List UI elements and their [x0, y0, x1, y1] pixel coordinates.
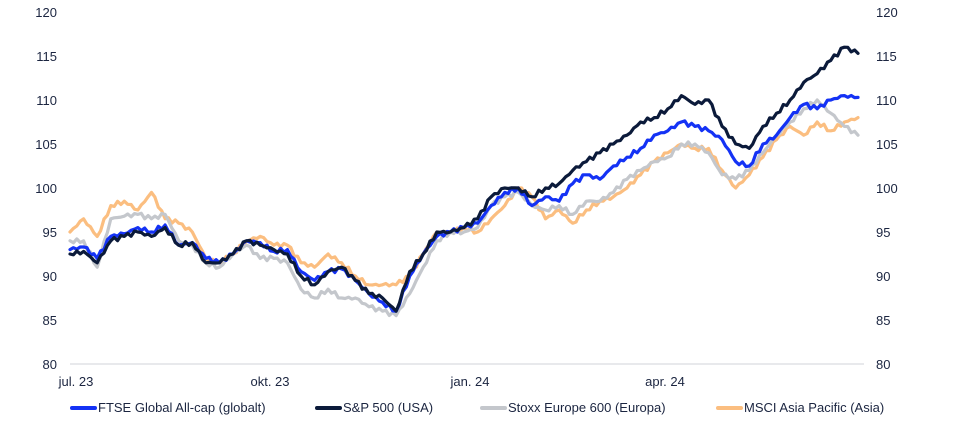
legend-swatch-msci — [716, 405, 743, 410]
legend-swatch-ftse — [70, 405, 97, 410]
series-line-s-p-500-usa — [68, 45, 860, 313]
series-line-stoxx-europe-600-europa — [68, 98, 860, 318]
legend-item-msci: MSCI Asia Pacific (Asia) — [716, 400, 884, 415]
left-y-axis: 80 85 90 95 100 105 110 115 120 — [35, 5, 57, 372]
y-tick-left-115: 115 — [36, 49, 57, 64]
x-tick-okt-23: okt. 23 — [250, 374, 289, 389]
legend-label-sp500: S&P 500 (USA) — [343, 400, 434, 415]
x-tick-jan-24: jan. 24 — [449, 374, 489, 389]
y-tick-right-85: 85 — [876, 313, 890, 328]
y-tick-left-95: 95 — [43, 225, 57, 240]
series-line-ftse-global-all-cap-globalt — [68, 93, 860, 313]
legend-item-sp500: S&P 500 (USA) — [315, 400, 433, 415]
y-tick-left-100: 100 — [35, 181, 57, 196]
y-tick-left-80: 80 — [43, 357, 57, 372]
y-tick-right-80: 80 — [876, 357, 890, 372]
x-tick-apr-24: apr. 24 — [645, 374, 685, 389]
legend-label-ftse: FTSE Global All-cap (globalt) — [98, 400, 266, 415]
y-tick-right-105: 105 — [876, 137, 898, 152]
legend-item-stoxx: Stoxx Europe 600 (Europa) — [480, 400, 666, 415]
legend-swatch-stoxx — [480, 405, 507, 410]
y-tick-left-105: 105 — [35, 137, 57, 152]
y-tick-left-90: 90 — [43, 269, 57, 284]
x-tick-jul-23: jul. 23 — [58, 374, 94, 389]
x-axis: jul. 23 okt. 23 jan. 24 apr. 24 — [58, 374, 685, 389]
legend-label-stoxx: Stoxx Europe 600 (Europa) — [508, 400, 666, 415]
y-tick-right-115: 115 — [876, 49, 897, 64]
y-tick-left-120: 120 — [35, 5, 57, 20]
legend-label-msci: MSCI Asia Pacific (Asia) — [744, 400, 885, 415]
legend: FTSE Global All-cap (globalt) S&P 500 (U… — [0, 400, 953, 420]
y-tick-left-110: 110 — [36, 93, 57, 108]
y-tick-right-90: 90 — [876, 269, 890, 284]
legend-item-ftse: FTSE Global All-cap (globalt) — [70, 400, 266, 415]
legend-swatch-sp500 — [315, 405, 342, 410]
right-y-axis: 80 85 90 95 100 105 110 115 120 — [876, 5, 898, 372]
series-group — [68, 45, 860, 318]
y-tick-left-85: 85 — [43, 313, 57, 328]
y-tick-right-110: 110 — [876, 93, 897, 108]
y-tick-right-100: 100 — [876, 181, 898, 196]
series-line-msci-asia-pacific-asia — [68, 116, 860, 288]
y-tick-right-95: 95 — [876, 225, 890, 240]
y-tick-right-120: 120 — [876, 5, 898, 20]
